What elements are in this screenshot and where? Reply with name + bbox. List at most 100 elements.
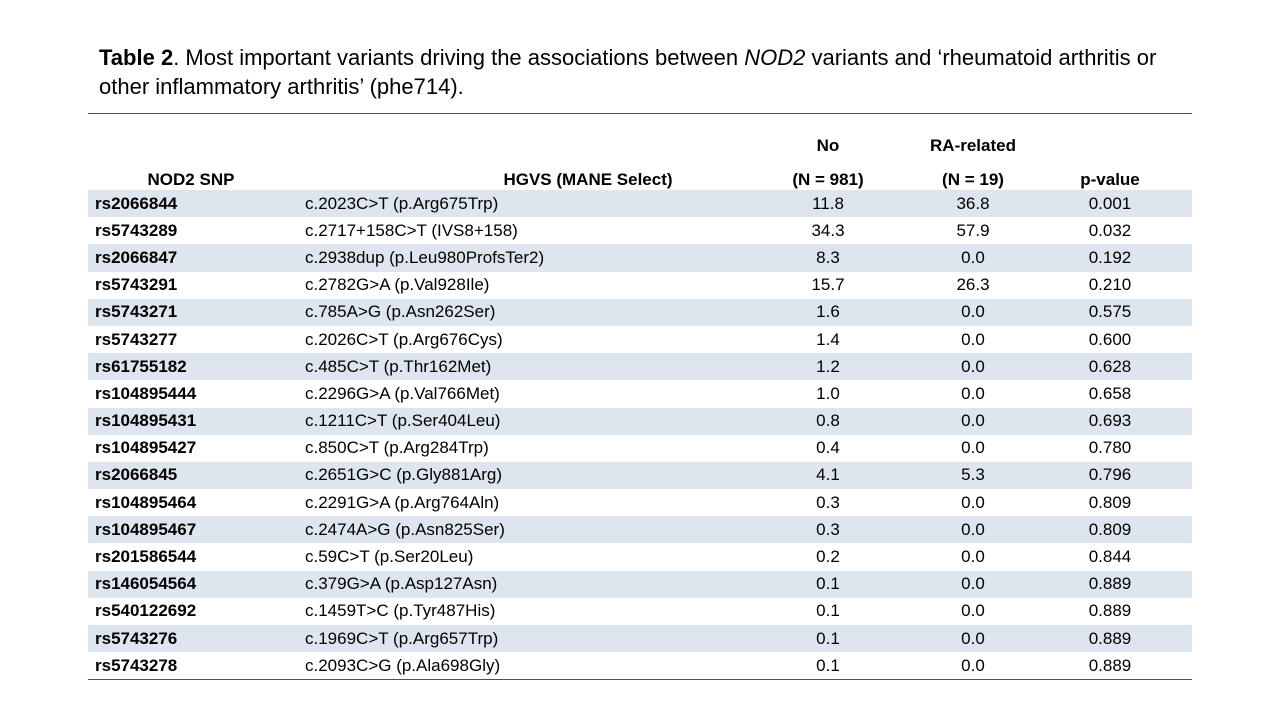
table-row: rs104895431 c.1211C>T (p.Ser404Leu) 0.8 0.0… bbox=[88, 407, 1192, 435]
cell-snp: rs2066847 bbox=[88, 244, 298, 272]
cell-no-percent: 34.3 bbox=[738, 217, 918, 245]
cell-snp: rs5743278 bbox=[88, 652, 298, 680]
cell-pvalue: 0.796 bbox=[1028, 461, 1192, 490]
cell-pvalue: 0.889 bbox=[1028, 570, 1192, 598]
cell-ra-percent: 0.0 bbox=[918, 244, 1028, 272]
cell-pvalue: 0.809 bbox=[1028, 516, 1192, 544]
cell-hgvs: c.785A>G (p.Asn262Ser) bbox=[298, 298, 738, 326]
table-row: rs104895464 c.2291G>A (p.Arg764Aln) 0.3 0.0… bbox=[88, 489, 1192, 517]
header-no-line1: No bbox=[816, 136, 840, 155]
cell-ra-percent: 0.0 bbox=[918, 625, 1028, 653]
variants-table-container: No RA-related NOD2 SNP HGVS (MANE Select… bbox=[88, 113, 1192, 681]
cell-snp: rs104895467 bbox=[88, 516, 298, 544]
cell-no-percent: 0.1 bbox=[738, 597, 918, 625]
cell-ra-percent: 0.0 bbox=[918, 543, 1028, 571]
cell-pvalue: 0.889 bbox=[1028, 652, 1192, 680]
cell-pvalue: 0.628 bbox=[1028, 353, 1192, 381]
cell-hgvs: c.2474A>G (p.Asn825Ser) bbox=[298, 516, 738, 544]
caption-gene-name: NOD2 bbox=[744, 45, 806, 70]
cell-snp: rs5743291 bbox=[88, 271, 298, 299]
cell-snp: rs5743271 bbox=[88, 298, 298, 326]
header-p-spacer bbox=[1028, 114, 1192, 157]
cell-ra-percent: 0.0 bbox=[918, 298, 1028, 326]
cell-no-percent: 1.0 bbox=[738, 380, 918, 408]
cell-ra-percent: 0.0 bbox=[918, 652, 1028, 680]
cell-pvalue: 0.809 bbox=[1028, 489, 1192, 517]
cell-pvalue: 0.658 bbox=[1028, 380, 1192, 408]
cell-hgvs: c.2023C>T (p.Arg675Trp) bbox=[298, 190, 738, 218]
cell-ra-percent: 0.0 bbox=[918, 597, 1028, 625]
cell-snp: rs5743276 bbox=[88, 625, 298, 653]
cell-no-percent: 0.1 bbox=[738, 570, 918, 598]
cell-no-percent: 8.3 bbox=[738, 244, 918, 272]
cell-pvalue: 0.844 bbox=[1028, 543, 1192, 571]
cell-snp: rs201586544 bbox=[88, 543, 298, 571]
cell-ra-percent: 0.0 bbox=[918, 570, 1028, 598]
cell-no-percent: 0.1 bbox=[738, 652, 918, 680]
table-row: rs5743289 c.2717+158C>T (IVS8+158) 34.3 57.… bbox=[88, 217, 1192, 245]
cell-hgvs: c.2026C>T (p.Arg676Cys) bbox=[298, 325, 738, 354]
cell-pvalue: 0.192 bbox=[1028, 244, 1192, 272]
cell-snp: rs146054564 bbox=[88, 570, 298, 598]
cell-hgvs: c.485C>T (p.Thr162Met) bbox=[298, 353, 738, 381]
table-row: rs61755182 c.485C>T (p.Thr162Met) 1.2 0.0 0.… bbox=[88, 353, 1192, 381]
cell-hgvs: c.2651G>C (p.Gly881Arg) bbox=[298, 461, 738, 490]
caption-text-after-gene: variants and ‘rheumatoid arthritis or ot… bbox=[99, 45, 1157, 99]
table-row: rs2066847 c.2938dup (p.Leu980ProfsTer2) 8.… bbox=[88, 244, 1192, 272]
cell-pvalue: 0.889 bbox=[1028, 597, 1192, 625]
header-row-2: NOD2 SNP HGVS (MANE Select) (N = 981) (N… bbox=[88, 156, 1192, 190]
cell-ra-percent: 0.0 bbox=[918, 380, 1028, 408]
cell-snp: rs104895431 bbox=[88, 407, 298, 435]
cell-hgvs: c.1969C>T (p.Arg657Trp) bbox=[298, 625, 738, 653]
header-snp-spacer bbox=[88, 114, 298, 157]
cell-snp: rs5743289 bbox=[88, 217, 298, 245]
cell-ra-percent: 26.3 bbox=[918, 271, 1028, 299]
table-row: rs540122692 c.1459T>C (p.Tyr487His) 0.1 0.0… bbox=[88, 597, 1192, 625]
header-ra-line2: (N = 19) bbox=[942, 170, 1004, 189]
cell-hgvs: c.2717+158C>T (IVS8+158) bbox=[298, 217, 738, 245]
cell-ra-percent: 0.0 bbox=[918, 325, 1028, 354]
cell-hgvs: c.2296G>A (p.Val766Met) bbox=[298, 380, 738, 408]
cell-ra-percent: 0.0 bbox=[918, 489, 1028, 517]
header-no-line2: (N = 981) bbox=[792, 170, 864, 189]
cell-no-percent: 0.1 bbox=[738, 625, 918, 653]
cell-hgvs: c.59C>T (p.Ser20Leu) bbox=[298, 543, 738, 571]
table-body: rs2066844 c.2023C>T (p.Arg675Trp) 11.8 36.8… bbox=[88, 190, 1192, 680]
cell-pvalue: 0.575 bbox=[1028, 298, 1192, 326]
table-row: rs5743276 c.1969C>T (p.Arg657Trp) 0.1 0.0 0.… bbox=[88, 625, 1192, 653]
table-row: rs5743291 c.2782G>A (p.Val928Ile) 15.7 26.3… bbox=[88, 271, 1192, 299]
header-pvalue: p-value bbox=[1080, 170, 1140, 189]
cell-hgvs: c.1459T>C (p.Tyr487His) bbox=[298, 597, 738, 625]
cell-no-percent: 1.2 bbox=[738, 353, 918, 381]
table-row: rs201586544 c.59C>T (p.Ser20Leu) 0.2 0.0 0.8… bbox=[88, 543, 1192, 571]
cell-snp: rs104895464 bbox=[88, 489, 298, 517]
caption-label: Table 2 bbox=[99, 45, 174, 70]
cell-hgvs: c.379G>A (p.Asp127Asn) bbox=[298, 570, 738, 598]
cell-no-percent: 0.3 bbox=[738, 489, 918, 517]
cell-ra-percent: 5.3 bbox=[918, 461, 1028, 490]
table-header: No RA-related NOD2 SNP HGVS (MANE Select… bbox=[88, 114, 1192, 191]
cell-snp: rs104895444 bbox=[88, 380, 298, 408]
cell-no-percent: 0.2 bbox=[738, 543, 918, 571]
cell-hgvs: c.2291G>A (p.Arg764Aln) bbox=[298, 489, 738, 517]
header-snp: NOD2 SNP bbox=[147, 170, 235, 189]
cell-ra-percent: 0.0 bbox=[918, 434, 1028, 462]
cell-snp: rs2066844 bbox=[88, 190, 298, 218]
cell-pvalue: 0.693 bbox=[1028, 407, 1192, 435]
cell-pvalue: 0.780 bbox=[1028, 434, 1192, 462]
cell-no-percent: 1.4 bbox=[738, 325, 918, 354]
cell-pvalue: 0.001 bbox=[1028, 190, 1192, 218]
header-hgvs: HGVS (MANE Select) bbox=[503, 170, 673, 189]
table-caption: Table 2. Most important variants driving… bbox=[99, 43, 1189, 101]
cell-snp: rs61755182 bbox=[88, 353, 298, 381]
cell-hgvs: c.2782G>A (p.Val928Ile) bbox=[298, 271, 738, 299]
header-hgvs-spacer bbox=[298, 114, 738, 157]
cell-no-percent: 4.1 bbox=[738, 461, 918, 490]
header-row-1: No RA-related bbox=[88, 114, 1192, 157]
table-row: rs104895467 c.2474A>G (p.Asn825Ser) 0.3 0.0… bbox=[88, 516, 1192, 544]
caption-text-before-gene: . Most important variants driving the as… bbox=[173, 45, 745, 70]
cell-snp: rs104895427 bbox=[88, 434, 298, 462]
cell-ra-percent: 0.0 bbox=[918, 516, 1028, 544]
cell-snp: rs540122692 bbox=[88, 597, 298, 625]
table-row: rs146054564 c.379G>A (p.Asp127Asn) 0.1 0.0 0… bbox=[88, 570, 1192, 598]
